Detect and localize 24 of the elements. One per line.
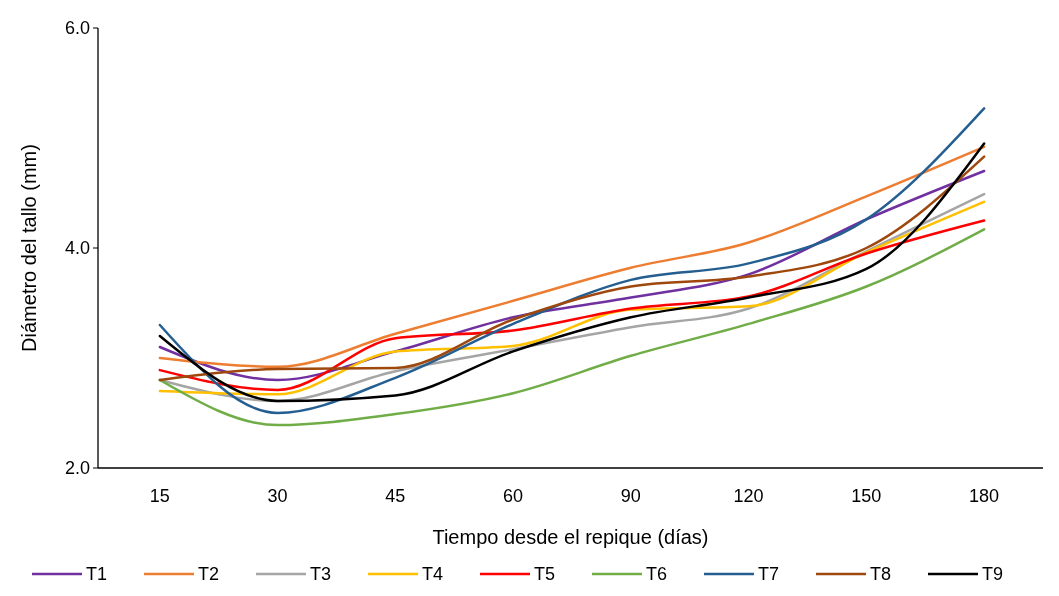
legend-label: T9	[982, 564, 1004, 585]
x-tick-label: 60	[503, 486, 524, 506]
legend-label: T1	[86, 564, 108, 585]
y-tick-label: 2.0	[64, 458, 90, 479]
x-tick-label: 120	[733, 486, 764, 506]
x-tick-label: 90	[620, 486, 641, 506]
x-tick-label: 45	[385, 486, 406, 506]
line-series	[158, 107, 986, 415]
legend-label: T3	[310, 564, 332, 585]
x-tick-label: 180	[969, 486, 1000, 506]
legend-label: T6	[646, 564, 668, 585]
legend-label: T8	[870, 564, 892, 585]
legend-label: T7	[758, 564, 780, 585]
x-tick-label: 150	[851, 486, 882, 506]
y-tick-label: 6.0	[64, 18, 90, 39]
x-tick-label: 30	[267, 486, 288, 506]
legend-label: T4	[422, 564, 444, 585]
legend-label: T2	[198, 564, 220, 585]
legend-label: T5	[534, 564, 556, 585]
line-series	[158, 228, 986, 427]
x-axis-title: Tiempo desde el repique (días)	[432, 526, 709, 548]
y-tick-label: 4.0	[64, 238, 90, 259]
x-tick-label: 15	[149, 486, 170, 506]
y-axis-title: Diámetro del tallo (mm)	[18, 144, 40, 352]
